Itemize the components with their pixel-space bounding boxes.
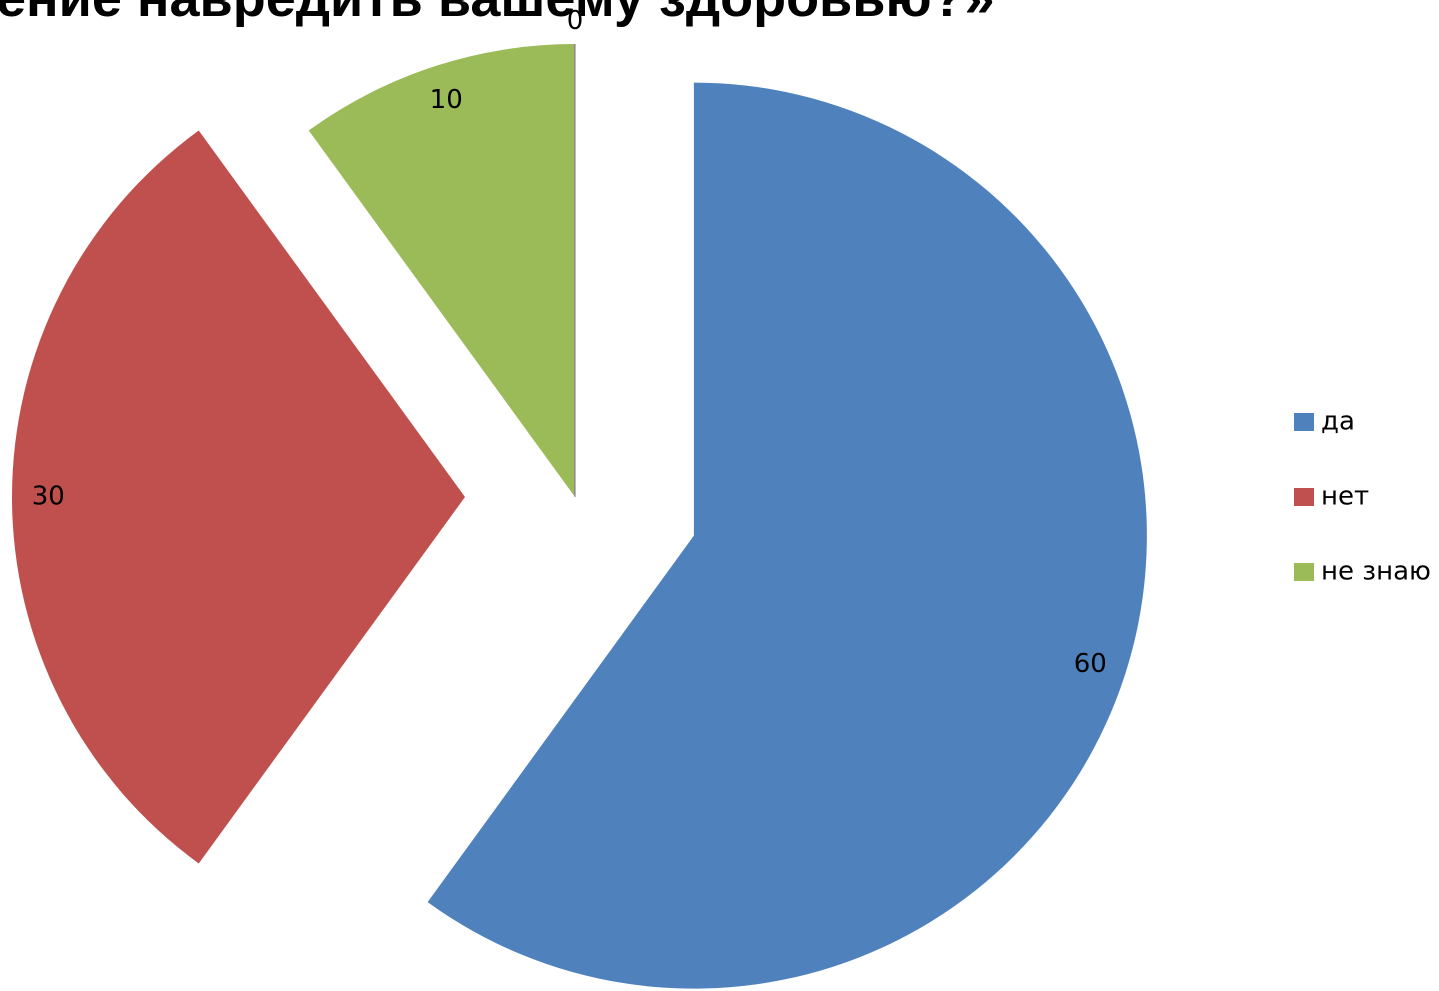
legend-swatch (1294, 488, 1314, 506)
data-label: 60 (1074, 649, 1107, 679)
legend-label: не знаю (1321, 557, 1431, 587)
data-label: 10 (430, 85, 463, 115)
chart-title: ение навредить вашему здоровью?» (0, 0, 995, 28)
legend-swatch (1294, 413, 1314, 431)
pie-slice (427, 82, 1147, 989)
legend-label: да (1321, 407, 1355, 437)
legend-swatch (1294, 563, 1314, 581)
legend-label: нет (1321, 482, 1369, 512)
pie-slice (308, 44, 575, 497)
pie-slice (11, 130, 466, 864)
data-label: 30 (32, 482, 65, 512)
data-label: 0 (567, 6, 584, 36)
